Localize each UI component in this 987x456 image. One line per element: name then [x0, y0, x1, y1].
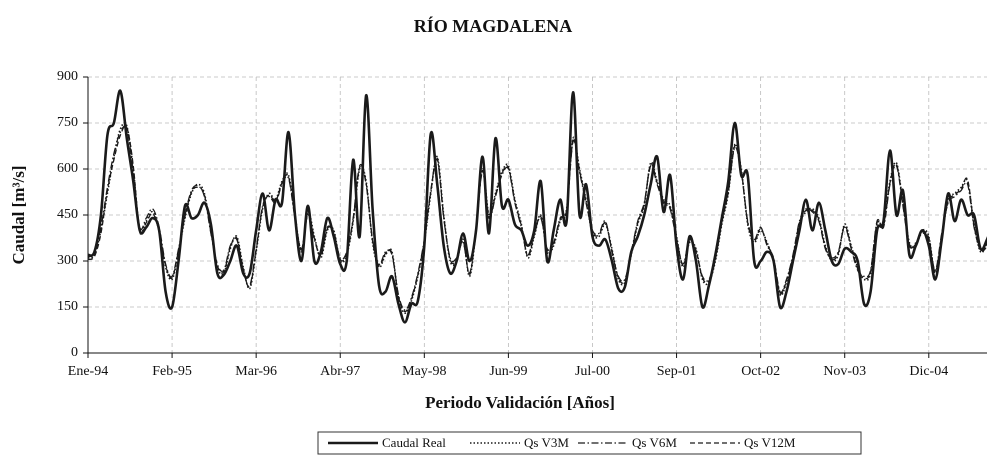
series-line [87, 125, 987, 311]
y-tick-label: 300 [57, 253, 78, 268]
y-tick-label: 600 [57, 161, 78, 176]
x-tick-label: Mar-96 [235, 364, 277, 379]
chart-title: RÍO MAGDALENA [414, 15, 573, 36]
series-line [87, 121, 987, 314]
x-tick-label: Oct-02 [741, 364, 780, 379]
x-axis-title: Periodo Validación [Años] [425, 393, 615, 412]
x-tick-label: May-98 [402, 364, 446, 379]
x-tick-label: Feb-95 [152, 364, 192, 379]
legend-label: Qs V12M [744, 435, 796, 450]
x-tick-label: Dic-04 [909, 364, 948, 379]
y-tick-label: 750 [57, 115, 78, 130]
y-tick-label: 900 [57, 69, 78, 84]
x-tick-label: Ene-94 [68, 364, 108, 379]
x-tick-label: Nov-03 [823, 364, 866, 379]
x-tick-label: Jun-99 [489, 364, 527, 379]
x-tick-label: Sep-01 [657, 364, 697, 379]
legend-box [317, 431, 862, 455]
series-line [87, 89, 987, 324]
legend-label: Qs V3M [524, 435, 569, 450]
y-tick-label: 450 [57, 207, 78, 222]
x-tick-label: Jul-00 [575, 364, 610, 379]
legend-label: Qs V6M [632, 435, 677, 450]
y-tick-label: 0 [71, 345, 78, 360]
legend-label: Caudal Real [382, 435, 446, 450]
y-tick-label: 150 [57, 299, 78, 314]
x-tick-label: Abr-97 [320, 364, 360, 379]
y-axis-title: Caudal [m³/s] [9, 165, 28, 264]
